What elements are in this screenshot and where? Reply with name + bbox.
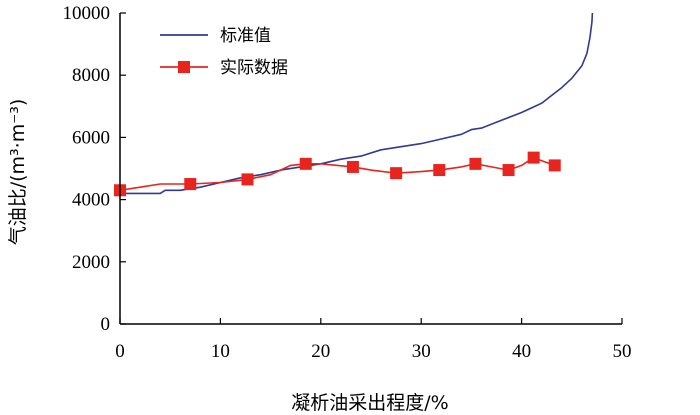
legend-label-standard: 标准值 bbox=[220, 26, 271, 46]
y-tick-label: 0 bbox=[101, 314, 111, 335]
data-point-marker bbox=[241, 173, 254, 186]
y-tick-label: 6000 bbox=[72, 127, 110, 148]
y-axis-title: 气油比/(m³·m⁻³) bbox=[7, 99, 29, 246]
x-tick-label: 20 bbox=[311, 341, 330, 362]
x-tick-label: 50 bbox=[613, 341, 632, 362]
axes-layer: 0 10 20 30 40 50 0 2000 4000 6000 8000 10000 bbox=[63, 3, 632, 362]
data-point-marker bbox=[527, 151, 540, 164]
y-tick-label: 8000 bbox=[72, 65, 110, 86]
data-point-marker bbox=[346, 160, 359, 173]
x-tick-label: 40 bbox=[512, 341, 531, 362]
data-point-marker bbox=[433, 164, 446, 177]
data-point-marker bbox=[390, 167, 403, 180]
x-tick-label: 10 bbox=[211, 341, 230, 362]
y-tick-label: 10000 bbox=[63, 3, 111, 24]
series-layer bbox=[114, 12, 594, 197]
series-line-standard bbox=[120, 12, 594, 195]
legend-label-actual: 实际数据 bbox=[220, 58, 288, 78]
data-point-marker bbox=[502, 164, 515, 177]
data-point-marker bbox=[548, 159, 561, 172]
data-point-marker bbox=[184, 178, 197, 191]
y-tick-label: 4000 bbox=[72, 190, 110, 211]
legend-marker bbox=[178, 61, 190, 73]
x-tick-label: 30 bbox=[412, 341, 431, 362]
x-axis-title: 凝析油采出程度/% bbox=[291, 392, 448, 414]
data-point-marker bbox=[299, 157, 312, 170]
data-point-marker bbox=[469, 157, 482, 170]
x-tick-label: 0 bbox=[115, 341, 125, 362]
y-tick-label: 2000 bbox=[72, 252, 110, 273]
